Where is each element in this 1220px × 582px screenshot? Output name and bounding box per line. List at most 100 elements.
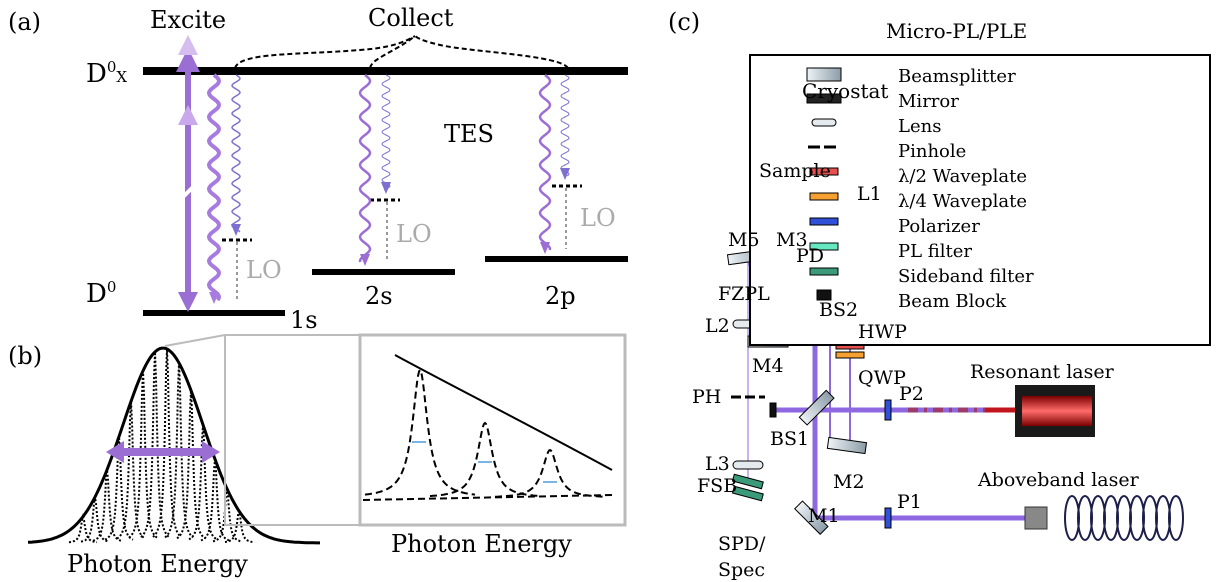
lo-label: LO [396, 220, 432, 248]
legend-label: λ/2 Waveplate [898, 166, 1027, 187]
legend-symbol [809, 242, 839, 251]
level-label: 1s [290, 306, 318, 334]
emission-wave [538, 74, 552, 251]
arrow-head [381, 182, 391, 194]
component-label: Aboveband laser [977, 469, 1140, 491]
component-label: P2 [899, 383, 924, 405]
shape [835, 351, 865, 359]
component-label: L1 [857, 183, 882, 205]
shape [176, 48, 200, 72]
state-part: D [86, 59, 107, 89]
emission-wave [358, 74, 372, 263]
component-label: HWP [858, 321, 907, 343]
component-label: M3 [776, 229, 808, 251]
inset-peak [495, 448, 605, 498]
arrow-head [231, 224, 241, 236]
shape [234, 35, 416, 69]
peak [92, 469, 122, 542]
legend-symbol [809, 217, 839, 226]
x-axis-label: Photon Energy [391, 530, 572, 558]
legend-symbol [809, 267, 839, 276]
fiber-loop [1090, 495, 1106, 541]
state-label: D0X [86, 58, 127, 89]
legend-symbol [809, 167, 839, 176]
shape [178, 182, 198, 202]
shape [364, 368, 605, 498]
component-label: M1 [808, 505, 840, 527]
emission-wave [381, 74, 391, 191]
component-label: L2 [705, 315, 730, 337]
peak [80, 496, 110, 543]
lo-label: LO [580, 204, 616, 232]
shape [1024, 506, 1048, 530]
emission-waves [206, 73, 570, 304]
peak [212, 488, 242, 543]
panel-tag: (b) [8, 342, 42, 370]
shape [202, 441, 220, 463]
emission-wave [206, 73, 222, 302]
x-axis-label: Photon Energy [67, 550, 248, 578]
setup [726, 54, 1211, 541]
state-part: D [86, 279, 107, 309]
peak [188, 424, 218, 541]
peak [116, 401, 146, 540]
fiber-loop [1103, 495, 1119, 541]
component-label: M4 [752, 355, 784, 377]
component-label: M5 [728, 229, 760, 251]
fiber-loop [1077, 495, 1093, 541]
peak [140, 351, 170, 538]
shape [27, 346, 320, 545]
collect-curves [234, 35, 569, 69]
shape [884, 399, 892, 421]
component-label: PH [692, 386, 721, 408]
panel-tag: (a) [8, 8, 41, 36]
component-label: FSB [697, 475, 737, 497]
spectrum [27, 333, 627, 545]
peak [164, 362, 194, 539]
arrow-head [360, 254, 370, 266]
legend-label: Beam Block [898, 291, 1007, 312]
peak [152, 348, 182, 538]
component-label: Spec [718, 559, 765, 581]
lo-label: LO [246, 256, 282, 284]
state-part: 0 [107, 278, 117, 296]
legend-symbol [816, 289, 832, 301]
excite-label: Excite [150, 6, 226, 34]
shape [362, 494, 613, 501]
legend-label: Mirror [898, 91, 959, 112]
shape [412, 441, 557, 483]
shape [908, 407, 1000, 521]
fiber-loop [1064, 495, 1080, 541]
legend-symbol [811, 118, 837, 127]
lo-arrows [236, 188, 567, 302]
shape [369, 35, 416, 69]
excite-arrow [176, 35, 200, 312]
state-label: D0 [86, 278, 116, 309]
legend-label: Beamsplitter [898, 66, 1016, 87]
shape [178, 292, 198, 312]
component-label: P1 [897, 491, 922, 513]
peak [224, 510, 254, 543]
collect-label: Collect [368, 4, 454, 32]
shape [884, 507, 892, 529]
component-label: BS2 [819, 299, 858, 321]
arrow-head [560, 168, 570, 180]
component-label: Sample [759, 160, 831, 182]
component-label: PD [796, 245, 824, 267]
component-label: M2 [833, 471, 865, 493]
shape [358, 333, 627, 527]
shape [794, 500, 829, 535]
component-label: BS1 [770, 428, 809, 450]
peak [200, 459, 230, 542]
shape [769, 402, 777, 418]
legend-label: Sideband filter [898, 266, 1034, 287]
fiber-loop [1129, 495, 1145, 541]
component-label: QWP [858, 367, 906, 389]
legend-label: Lens [898, 116, 941, 137]
arrow-head [209, 292, 219, 304]
level-label: 2s [365, 282, 393, 310]
shape [106, 441, 124, 463]
shape [1064, 495, 1184, 541]
